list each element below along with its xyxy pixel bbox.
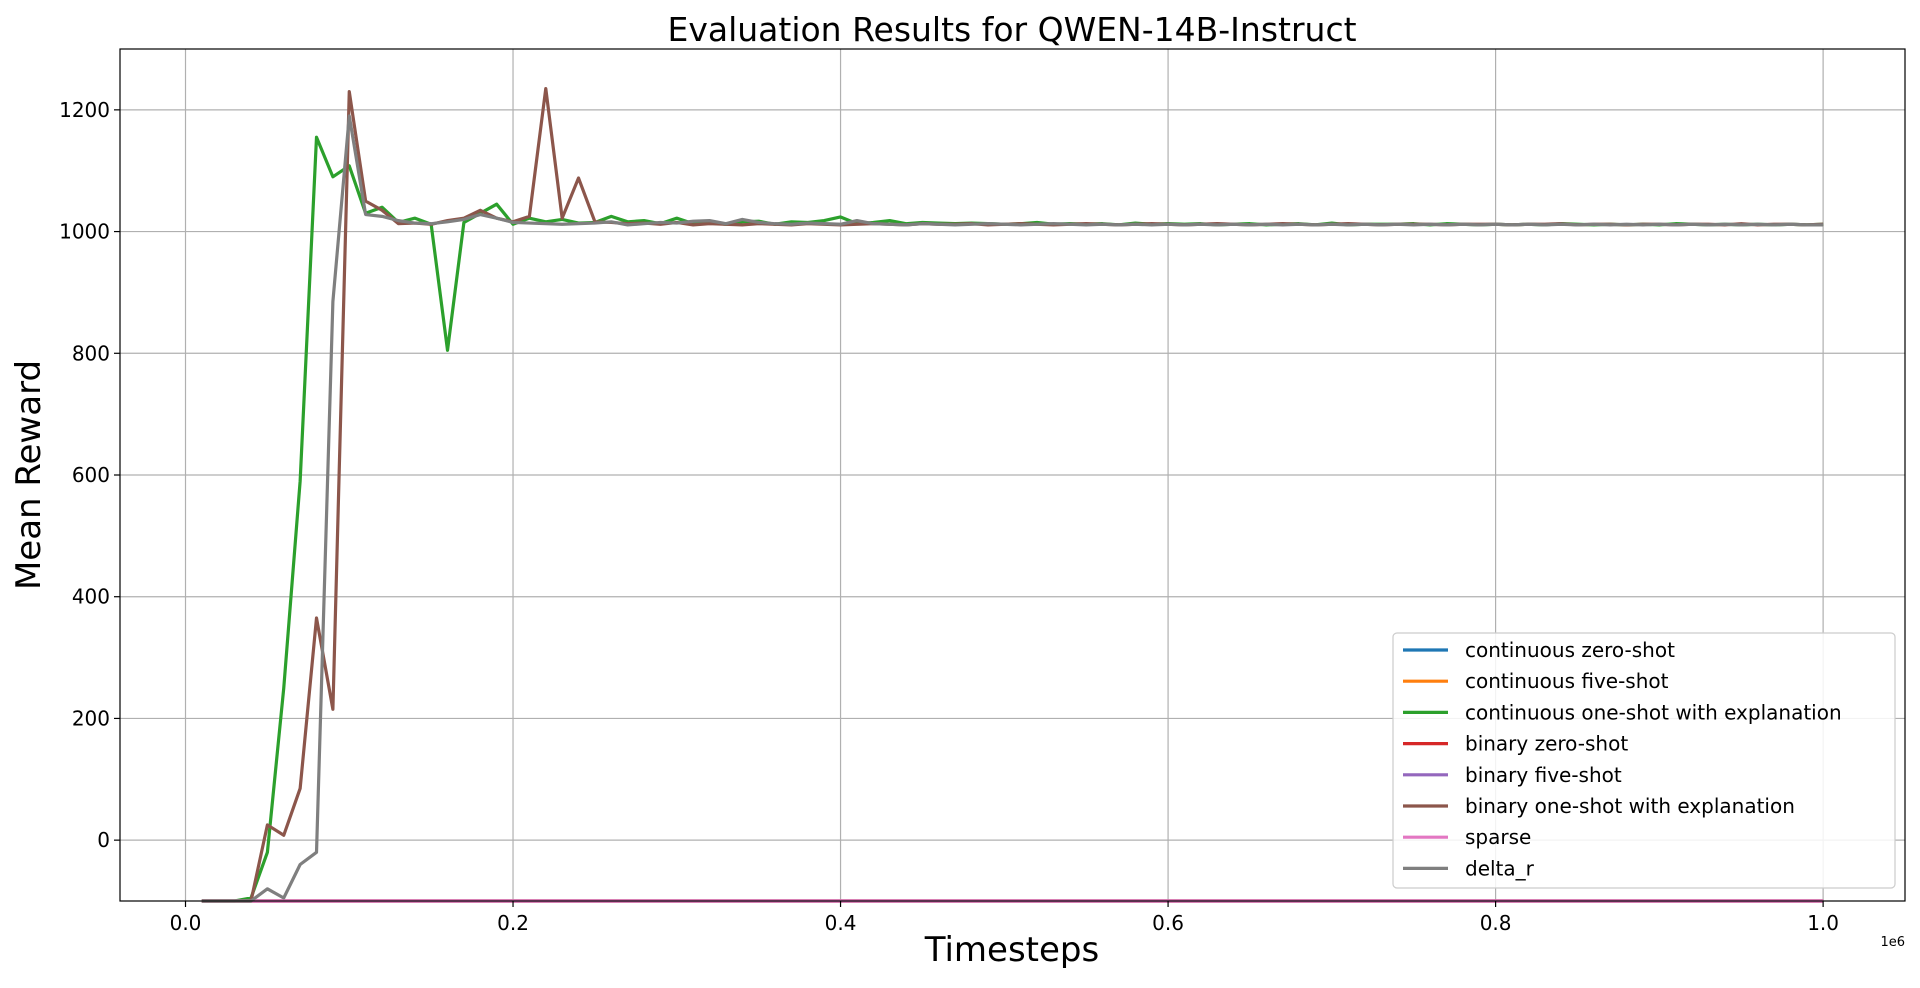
x-tick-label: 0.2	[497, 911, 529, 935]
x-axis-offset-label: 1e6	[1880, 935, 1905, 950]
x-tick-label: 0.4	[825, 911, 857, 935]
legend-box	[1392, 632, 1896, 889]
legend-label-continuous-one-shot-with-explanation: continuous one-shot with explanation	[1465, 700, 1842, 724]
y-tick-label: 800	[72, 341, 110, 365]
y-tick-label: 200	[72, 706, 110, 730]
legend-label-binary-one-shot-with-explanation: binary one-shot with explanation	[1465, 794, 1795, 818]
y-tick-label: 1000	[59, 220, 110, 244]
x-tick-label: 0.8	[1480, 911, 1512, 935]
x-tick-label: 0.6	[1152, 911, 1184, 935]
legend-label-continuous-five-shot: continuous five-shot	[1465, 669, 1669, 693]
axis-ticks: 0.0 0.2 0.4 0.6 0.8 1.0 0 200 400 600 800 1000 1200	[59, 98, 1839, 935]
x-axis-title: Timesteps	[924, 930, 1099, 970]
legend-label-sparse: sparse	[1465, 825, 1531, 849]
x-tick-label: 0.0	[170, 911, 202, 935]
legend-label-continuous-zero-shot: continuous zero-shot	[1465, 638, 1675, 662]
y-tick-label: 600	[72, 463, 110, 487]
x-tick-label: 1.0	[1807, 911, 1839, 935]
series-line-delta-r	[201, 114, 1824, 903]
y-tick-label: 1200	[59, 98, 110, 122]
legend-label-delta-r: delta_r	[1465, 856, 1535, 880]
legend: continuous zero-shot continuous five-shot…	[1392, 632, 1896, 889]
legend-label-binary-zero-shot: binary zero-shot	[1465, 732, 1628, 756]
y-tick-label: 0	[97, 828, 110, 852]
legend-label-binary-five-shot: binary five-shot	[1465, 763, 1622, 787]
y-axis-title: Mean Reward	[9, 360, 49, 590]
chart-title: Evaluation Results for QWEN-14B-Instruct	[667, 10, 1356, 49]
y-tick-label: 400	[72, 585, 110, 609]
